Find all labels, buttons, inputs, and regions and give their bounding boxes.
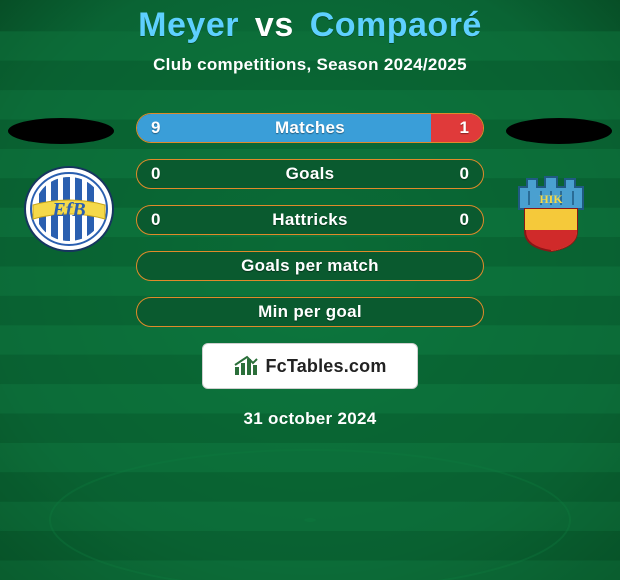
stat-bar-min-per-goal: Min per goal	[136, 297, 484, 327]
crest-shadow-left	[8, 118, 114, 144]
crest-right-text: HIK	[539, 192, 563, 206]
bar-label: Hattricks	[137, 210, 483, 230]
brand-box[interactable]: FcTables.com	[202, 343, 418, 389]
stat-bar-goals-per-match: Goals per match	[136, 251, 484, 281]
bar-label: Goals per match	[137, 256, 483, 276]
bar-label: Matches	[137, 118, 483, 138]
page-title: Meyer vs Compaoré	[0, 6, 620, 45]
subtitle: Club competitions, Season 2024/2025	[0, 55, 620, 75]
vs-text: vs	[255, 6, 294, 44]
brand-text: FcTables.com	[265, 356, 386, 377]
team-crest-left: EfB	[19, 165, 119, 253]
date-text: 31 october 2024	[0, 409, 620, 429]
player2-name: Compaoré	[310, 6, 482, 44]
stat-bar-goals: 00Goals	[136, 159, 484, 189]
crest-left-text: EfB	[51, 199, 85, 221]
stat-bar-hattricks: 00Hattricks	[136, 205, 484, 235]
player1-name: Meyer	[138, 6, 239, 44]
crest-shadow-right	[506, 118, 612, 144]
stat-bars: 91Matches 00Goals 00Hattricks Goals per mat…	[136, 113, 484, 327]
stat-bar-matches: 91Matches	[136, 113, 484, 143]
bar-label: Min per goal	[137, 302, 483, 322]
bar-label: Goals	[137, 164, 483, 184]
team-crest-right: HIK	[501, 165, 601, 253]
chart-icon	[233, 355, 259, 377]
